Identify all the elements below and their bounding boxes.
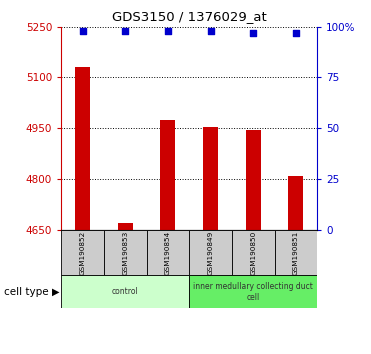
Title: GDS3150 / 1376029_at: GDS3150 / 1376029_at [112,10,267,23]
Point [165,28,171,33]
Bar [232,230,275,275]
Bar [189,230,232,275]
Bar [104,230,147,275]
Point [293,30,299,35]
Point [79,28,85,33]
Text: cell type: cell type [4,287,48,297]
Text: GSM190850: GSM190850 [250,230,256,275]
Point [207,28,213,33]
Bar [61,275,189,308]
Text: GSM190851: GSM190851 [293,230,299,275]
Bar [118,223,133,230]
Bar [75,67,90,230]
Text: control: control [112,287,139,296]
Bar [288,176,303,230]
Bar [147,230,189,275]
Text: GSM190854: GSM190854 [165,230,171,275]
Point [250,30,256,35]
Bar [160,120,175,230]
Text: inner medullary collecting duct
cell: inner medullary collecting duct cell [193,281,313,302]
Bar [61,230,104,275]
Bar [275,230,317,275]
Text: ▶: ▶ [52,287,59,297]
Text: GSM190853: GSM190853 [122,230,128,275]
Text: GSM190852: GSM190852 [79,230,86,275]
Point [122,28,128,33]
Bar [189,275,317,308]
Bar [203,127,218,230]
Bar [246,130,261,230]
Text: GSM190849: GSM190849 [207,230,214,275]
